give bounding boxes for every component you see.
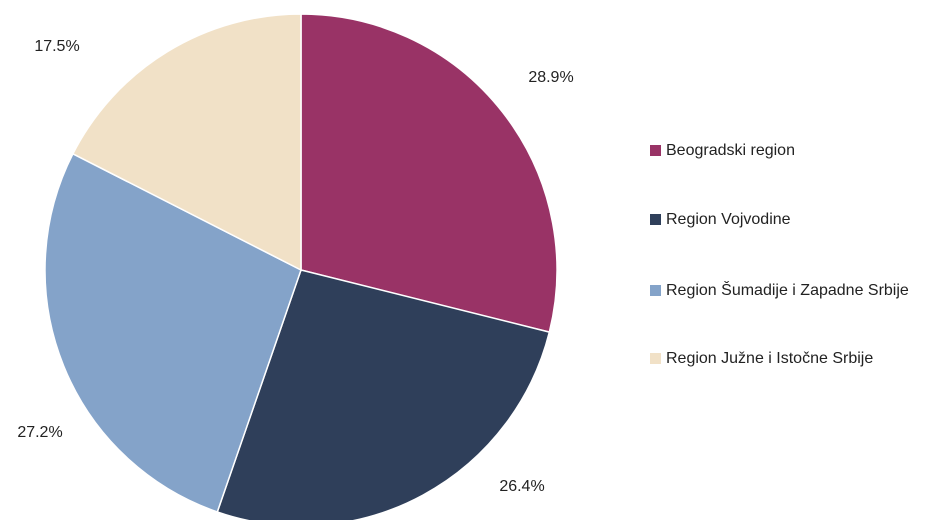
pie-slice [71,13,302,272]
legend-swatch [650,214,661,225]
pie-slice [44,152,302,513]
pie-slice [216,269,551,520]
legend-item: Region Šumadije i Zapadne Srbije [650,280,925,302]
legend-swatch [650,285,661,296]
data-label: 26.4% [499,478,544,495]
data-label: 28.9% [528,69,573,86]
legend-label: Region Šumadije i Zapadne Srbije [666,282,909,299]
legend-label: Beogradski region [666,142,795,159]
legend-swatch [650,145,661,156]
pie-slice [300,13,558,334]
legend-label: Region Vojvodine [666,211,791,228]
data-label: 27.2% [17,424,62,441]
legend-item: Region Južne i Istočne Srbije [650,348,925,370]
legend-swatch [650,353,661,364]
legend-label: Region Južne i Istočne Srbije [666,350,874,367]
data-label: 17.5% [34,38,79,55]
legend-item: Beogradski region [650,140,925,162]
legend-item: Region Vojvodine [650,209,925,231]
